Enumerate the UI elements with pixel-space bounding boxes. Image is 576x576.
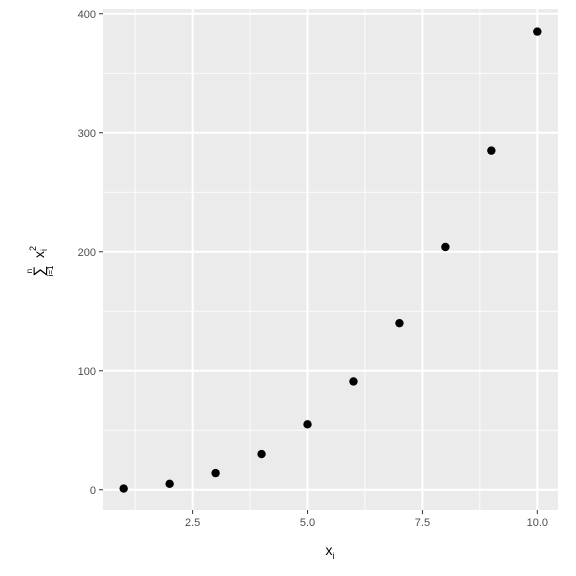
y-axis-title: n ∑ i=1 x2i [25, 246, 55, 276]
data-point [533, 27, 542, 36]
y-tick-label: 400 [78, 9, 96, 21]
data-point [257, 449, 266, 459]
x-tick-label: 7.5 [415, 517, 430, 529]
y-axis-title-superscript: 2 [28, 246, 38, 251]
svg-text:xi: xi [326, 542, 335, 561]
x-tick-label: 10.0 [527, 517, 548, 529]
x-axis-title-subscript: i [333, 551, 335, 561]
data-point [211, 468, 220, 478]
data-point [119, 484, 128, 493]
data-point [165, 479, 174, 489]
y-axis-title-sum-symbol: ∑ [31, 266, 48, 277]
data-point [441, 242, 450, 252]
y-axis-title-subscript: i [39, 249, 49, 251]
minor-gridlines [103, 9, 558, 510]
x-axis-title-base: x [326, 542, 333, 558]
y-tick-label: 0 [90, 485, 96, 497]
data-point [395, 318, 404, 328]
x-tick-label: 5.0 [300, 517, 315, 529]
data-point [487, 146, 496, 155]
y-axis-ticks: 0 100 200 300 400 [78, 9, 103, 497]
data-point [349, 377, 358, 386]
y-tick-label: 100 [78, 366, 96, 378]
plot-panel [103, 9, 558, 510]
y-tick-label: 300 [78, 128, 96, 140]
x-axis-title: xi [326, 542, 335, 561]
data-point [303, 420, 312, 429]
y-axis-title-upper-limit: n [25, 269, 34, 273]
y-axis-title-base: x [31, 251, 47, 258]
x-tick-label: 2.5 [185, 517, 200, 529]
svg-text:x2i: x2i [28, 246, 49, 258]
x-axis-ticks: 2.5 5.0 7.5 10.0 [185, 510, 548, 529]
y-tick-label: 200 [78, 247, 96, 259]
y-axis-title-lower-limit: i=1 [46, 265, 55, 276]
data-points [119, 27, 542, 493]
